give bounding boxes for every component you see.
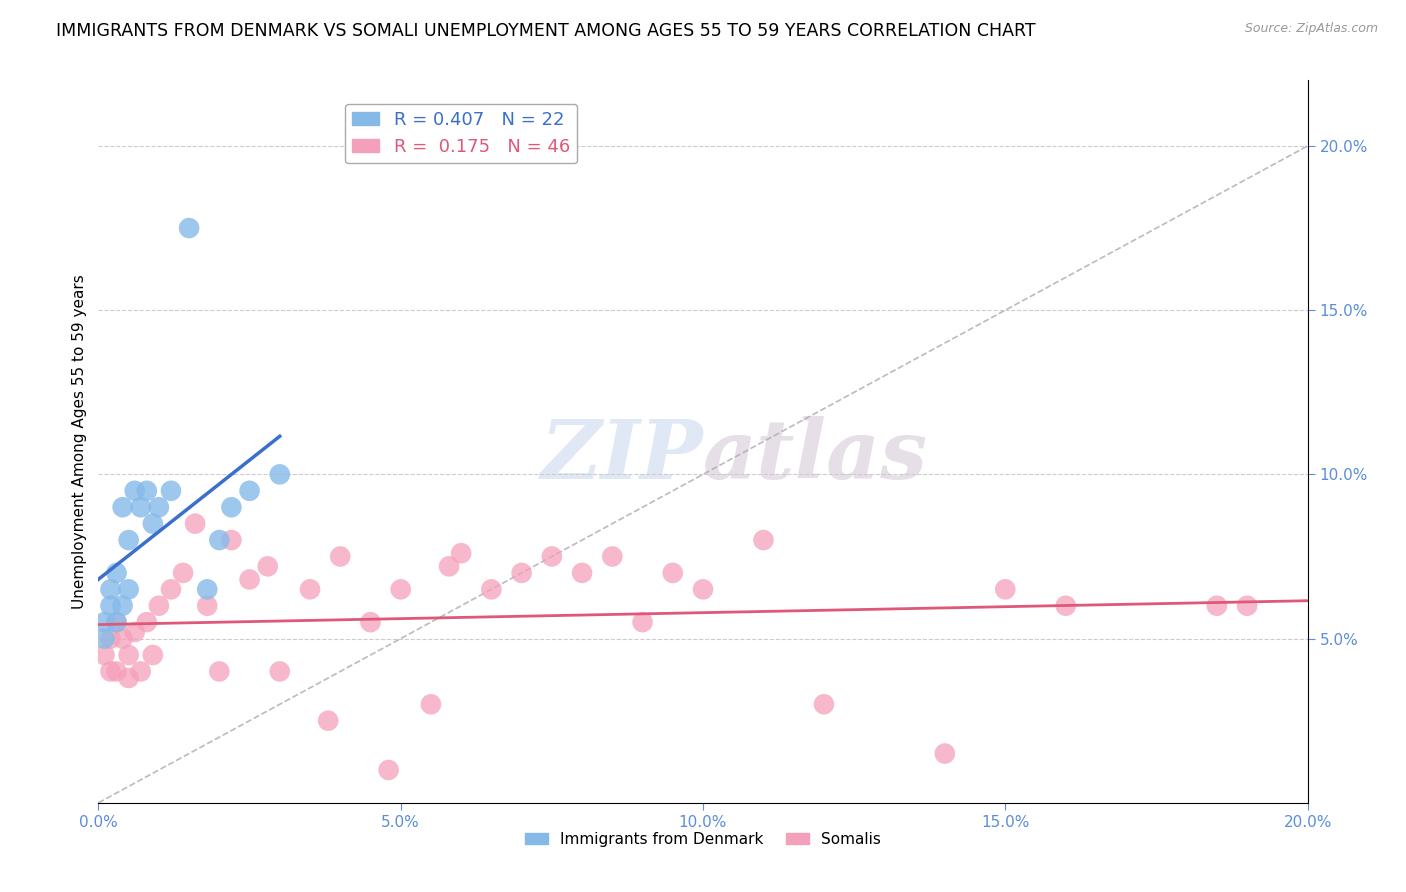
Point [269, 467, 291, 482]
Point [105, 615, 128, 630]
Point [172, 566, 194, 580]
Point [100, 665, 122, 679]
Point [100, 599, 122, 613]
Text: atlas: atlas [703, 416, 928, 496]
Point [299, 582, 322, 597]
Text: ZIP: ZIP [540, 416, 703, 496]
Point [269, 665, 291, 679]
Point [195, 599, 218, 613]
Point [93, 648, 115, 662]
Legend: Immigrants from Denmark, Somalis: Immigrants from Denmark, Somalis [519, 826, 887, 853]
Point [377, 763, 399, 777]
Point [239, 483, 262, 498]
Point [208, 665, 231, 679]
Point [148, 500, 170, 515]
Point [160, 483, 183, 498]
Point [105, 665, 128, 679]
Point [142, 648, 165, 662]
Point [160, 582, 183, 597]
Point [142, 516, 165, 531]
Point [135, 615, 157, 630]
Point [111, 500, 134, 515]
Point [1054, 599, 1077, 613]
Point [111, 632, 134, 646]
Point [602, 549, 624, 564]
Point [450, 546, 472, 560]
Point [510, 566, 533, 580]
Point [661, 566, 683, 580]
Y-axis label: Unemployment Among Ages 55 to 59 years: Unemployment Among Ages 55 to 59 years [72, 274, 87, 609]
Point [118, 648, 141, 662]
Point [1206, 599, 1229, 613]
Point [752, 533, 775, 547]
Point [1236, 599, 1258, 613]
Point [360, 615, 382, 630]
Point [934, 747, 956, 761]
Point [437, 559, 460, 574]
Point [124, 625, 146, 640]
Point [184, 516, 207, 531]
Point [148, 599, 170, 613]
Point [93, 615, 115, 630]
Point [118, 582, 141, 597]
Point [100, 582, 122, 597]
Point [692, 582, 714, 597]
Point [195, 582, 218, 597]
Point [631, 615, 654, 630]
Text: Source: ZipAtlas.com: Source: ZipAtlas.com [1244, 22, 1378, 36]
Point [208, 533, 231, 547]
Point [100, 632, 122, 646]
Point [93, 632, 115, 646]
Point [105, 615, 128, 630]
Point [481, 582, 503, 597]
Point [239, 573, 262, 587]
Point [111, 599, 134, 613]
Point [540, 549, 562, 564]
Point [256, 559, 278, 574]
Point [316, 714, 339, 728]
Point [221, 500, 243, 515]
Point [420, 698, 443, 712]
Text: IMMIGRANTS FROM DENMARK VS SOMALI UNEMPLOYMENT AMONG AGES 55 TO 59 YEARS CORRELA: IMMIGRANTS FROM DENMARK VS SOMALI UNEMPL… [56, 22, 1036, 40]
Point [118, 671, 141, 685]
Point [124, 483, 146, 498]
Point [813, 698, 835, 712]
Point [221, 533, 243, 547]
Point [118, 533, 141, 547]
Point [389, 582, 412, 597]
Point [571, 566, 593, 580]
Point [135, 483, 157, 498]
Point [105, 566, 128, 580]
Point [179, 221, 201, 235]
Point [329, 549, 352, 564]
Point [129, 500, 152, 515]
Point [994, 582, 1017, 597]
Point [129, 665, 152, 679]
